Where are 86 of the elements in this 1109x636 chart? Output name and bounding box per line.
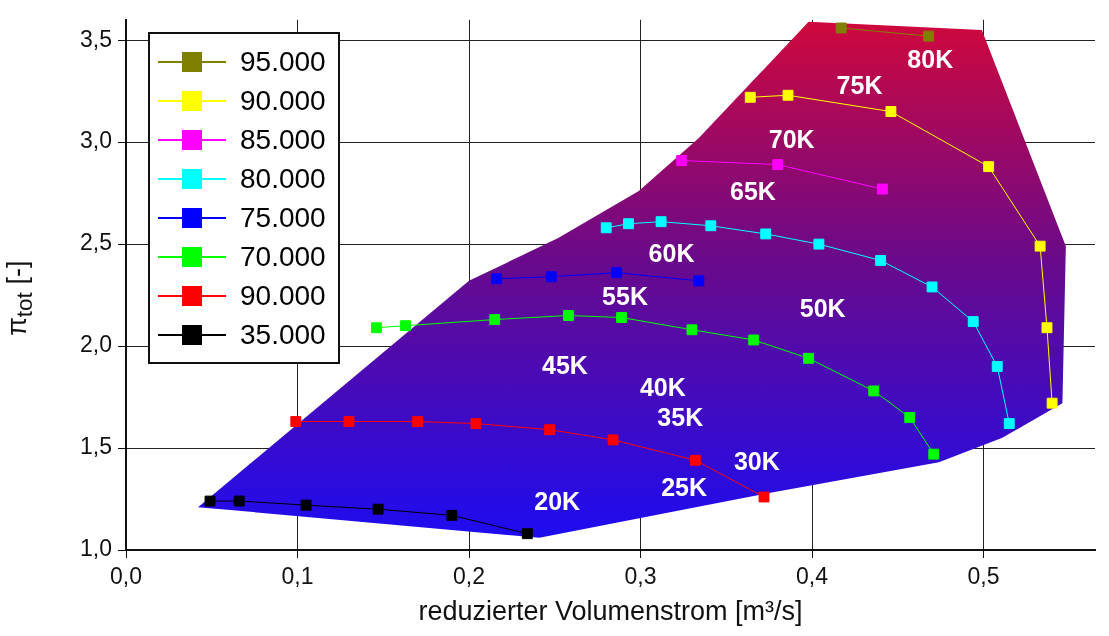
annotation: 30K	[733, 446, 780, 475]
point	[923, 30, 935, 42]
point	[623, 218, 634, 230]
point	[412, 416, 424, 427]
annotation: 80K	[907, 44, 954, 73]
legend-label: 95.000	[240, 45, 326, 78]
point	[491, 273, 502, 285]
point	[470, 418, 482, 430]
point	[204, 495, 216, 507]
point	[370, 322, 382, 334]
y-tick-label: 3,5	[80, 25, 112, 52]
point	[868, 385, 880, 397]
point	[772, 159, 784, 171]
y-tick-label: 2,0	[80, 331, 112, 358]
point	[655, 216, 667, 228]
annotation: 70K	[768, 125, 815, 154]
x-tick-label: 0,5	[967, 563, 1000, 590]
point	[983, 161, 995, 173]
legend-label: 75.000	[240, 201, 326, 234]
point	[611, 267, 622, 279]
point	[744, 91, 756, 103]
point	[875, 254, 887, 266]
annotation: 50K	[799, 294, 846, 323]
point	[544, 424, 556, 436]
point	[760, 228, 772, 240]
point	[1034, 240, 1046, 252]
point	[689, 454, 701, 466]
point	[782, 89, 794, 101]
legend-label: 35.000	[240, 318, 326, 351]
point	[343, 416, 355, 427]
point	[748, 334, 760, 346]
point	[563, 310, 574, 321]
point	[1046, 397, 1058, 409]
annotation: 20K	[534, 486, 581, 515]
point	[705, 220, 717, 232]
y-tick-label: 1,5	[80, 433, 112, 460]
annotation: 60K	[648, 238, 695, 267]
point	[885, 106, 897, 118]
legend-label: 90.000	[240, 84, 326, 117]
point	[813, 238, 825, 250]
point	[489, 314, 501, 326]
point	[446, 509, 458, 521]
x-tick-label: 0,3	[624, 563, 657, 590]
point	[904, 412, 916, 423]
point	[676, 155, 688, 166]
point	[686, 324, 698, 336]
point	[1041, 322, 1053, 334]
annotation: 25K	[661, 473, 708, 502]
point	[233, 495, 245, 507]
point	[600, 222, 612, 234]
annotation: 75K	[836, 71, 883, 100]
x-tick-label: 0,4	[796, 563, 829, 590]
y-tick-label: 3,0	[80, 127, 112, 154]
y-tick-label: 2,5	[80, 229, 112, 256]
x-axis-title: reduzierter Volumenstrom [m³/s]	[417, 596, 804, 627]
point	[545, 271, 557, 283]
y-tick-label: 1,0	[80, 535, 112, 562]
point	[290, 416, 302, 427]
point	[400, 320, 411, 332]
point	[928, 448, 940, 460]
annotation: 45K	[542, 350, 588, 379]
legend-label: 70.000	[240, 240, 326, 273]
x-tick-label: 0,1	[281, 563, 314, 590]
point	[1003, 418, 1015, 430]
legend-label: 80.000	[240, 162, 326, 195]
annotation: 35K	[657, 402, 704, 431]
point	[835, 22, 847, 34]
point	[876, 183, 888, 195]
point	[616, 312, 628, 323]
legend-label: 90.000	[240, 279, 326, 312]
point	[372, 503, 384, 515]
point	[300, 499, 312, 511]
point	[693, 275, 705, 287]
point	[926, 281, 938, 293]
x-tick-label: 0,0	[110, 563, 142, 590]
legend-label: 85.000	[240, 123, 326, 156]
x-tick-label: 0,2	[453, 563, 485, 590]
point	[607, 434, 619, 446]
point	[758, 491, 770, 503]
point	[967, 316, 979, 328]
point	[521, 528, 533, 540]
point	[803, 352, 815, 364]
annotation: 40K	[639, 372, 686, 401]
point	[991, 361, 1003, 372]
annotation: 55K	[602, 281, 648, 310]
annotation: 65K	[730, 177, 776, 206]
